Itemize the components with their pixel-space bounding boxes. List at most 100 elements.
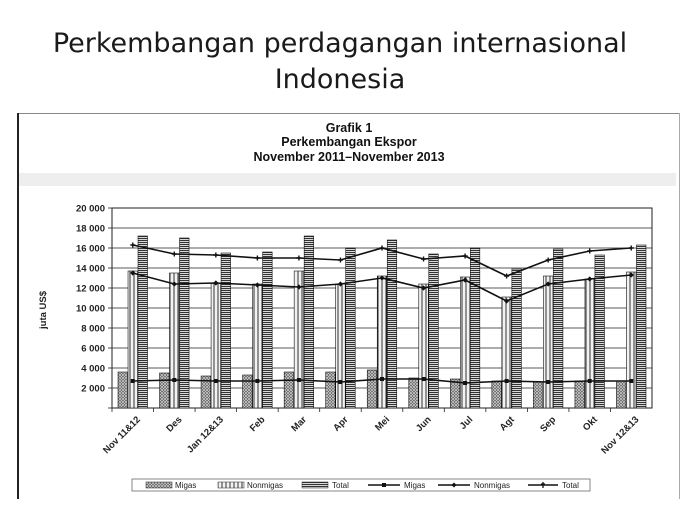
legend-label-total-line: Total: [562, 481, 579, 490]
bar-total-jun: [428, 253, 439, 409]
bar-nonmigas-sep: [543, 275, 554, 409]
point-nonmigas-line-sep: [545, 281, 551, 287]
x-tick-label-okt: Okt: [581, 414, 601, 434]
legend-swatch-migas-bar: [145, 481, 173, 489]
point-total-line-sep: [545, 257, 551, 263]
point-nonmigas-line-jul: [462, 277, 468, 283]
bar-migas-nov-12-13: [616, 380, 627, 409]
point-nonmigas-line-jun: [420, 285, 427, 291]
point-nonmigas-line-mar: [296, 284, 302, 290]
bar-migas-nov-11-12: [117, 371, 128, 409]
x-tick-label-jul: Jul: [458, 414, 475, 431]
chart-title-line-2: Perkembangan Ekspor: [281, 135, 417, 149]
bar-total-agt: [511, 268, 522, 409]
legend-marker-total-line: [541, 482, 545, 488]
point-migas-line-sep: [546, 380, 551, 384]
point-nonmigas-line-agt: [504, 298, 510, 304]
point-migas-line-jan-12-13: [213, 379, 218, 383]
point-total-line-agt: [504, 273, 510, 279]
bar-migas-jan-12-13: [200, 375, 211, 409]
slide-title-line-1: Perkembangan perdagangan internasional: [52, 28, 628, 59]
y-tick-label: 6 000: [81, 344, 105, 355]
bar-nonmigas-jan-12-13: [210, 282, 221, 409]
point-nonmigas-line-apr: [337, 281, 344, 287]
point-total-line-feb: [254, 255, 260, 261]
line-series: [130, 242, 634, 385]
x-tick-label-nov-12-13: Nov 12&13: [599, 414, 641, 456]
point-nonmigas-line-mei: [379, 275, 385, 281]
bar-migas-jun: [408, 377, 419, 409]
legend-label-nonmigas-line: Nonmigas: [474, 481, 510, 490]
x-axis-ticks: Nov 11&12 Des Jan 12&13 Feb Mar Apr Mei Jun Jul A…: [101, 408, 641, 456]
bar-migas-mei: [366, 369, 378, 409]
legend-label-migas-line: Migas: [404, 481, 425, 490]
y-tick-label: 18 000: [76, 224, 105, 235]
point-total-line-jan-12-13: [213, 252, 219, 258]
bar-migas-mar: [283, 371, 294, 409]
bar-migas-agt: [491, 380, 502, 409]
chart-title-line-3: November 2011–November 2013: [253, 150, 444, 164]
point-total-line-jul: [462, 253, 468, 259]
x-tick-label-sep: Sep: [538, 414, 558, 434]
bar-migas-des: [159, 372, 170, 409]
point-migas-line-jun: [421, 377, 426, 381]
point-nonmigas-line-feb: [254, 282, 260, 288]
bar-total-mar: [303, 235, 314, 409]
point-migas-line-apr: [338, 380, 343, 384]
bar-total-nov-12-13: [636, 244, 647, 409]
bar-nonmigas-nov-11-12: [127, 270, 138, 409]
bar-total-feb: [262, 251, 273, 409]
point-nonmigas-line-des: [171, 281, 177, 287]
bar-migas-jul: [450, 378, 461, 409]
bar-nonmigas-mar: [293, 270, 304, 409]
bar-total-nov-11-12: [137, 235, 148, 409]
chart-title: Grafik 1 Perkembangan Ekspor November 20…: [253, 121, 444, 164]
y-tick-label: 10 000: [76, 304, 105, 315]
y-tick-label: 4 000: [81, 364, 105, 375]
bar-total-jul: [470, 247, 481, 409]
point-total-line-mar: [296, 255, 302, 261]
x-tick-label-des: Des: [164, 414, 184, 434]
point-migas-line-agt: [504, 379, 509, 383]
chart-title-line-1: Grafik 1: [326, 121, 373, 135]
x-tick-label-apr: Apr: [331, 414, 351, 434]
point-nonmigas-line-nov-12-13: [628, 272, 634, 278]
bar-total-sep: [553, 248, 564, 409]
point-total-line-apr: [337, 257, 343, 263]
point-total-line-nov-11-12: [130, 242, 136, 248]
point-total-line-okt: [587, 248, 593, 254]
x-tick-label-nov-11-12: Nov 11&12: [101, 414, 143, 456]
x-tick-label-agt: Agt: [498, 414, 518, 434]
x-tick-label-jun: Jun: [414, 414, 434, 434]
bar-total-apr: [345, 247, 356, 409]
bar-nonmigas-jul: [460, 276, 471, 409]
x-tick-label-feb: Feb: [248, 414, 268, 434]
point-nonmigas-line-jan-12-13: [213, 280, 219, 286]
x-tick-label-mar: Mar: [289, 414, 309, 434]
bar-total-mei: [386, 239, 398, 409]
legend-label-nonmigas-bar: Nonmigas: [247, 481, 283, 490]
legend-marker-nonmigas-line: [451, 482, 457, 488]
bar-nonmigas-mei: [376, 275, 388, 409]
bar-nonmigas-okt: [584, 278, 595, 409]
point-nonmigas-line-nov-11-12: [130, 270, 136, 276]
point-migas-line-feb: [255, 379, 260, 383]
point-total-line-jun: [421, 256, 427, 262]
point-migas-line-okt: [587, 379, 592, 383]
legend-swatch-nonmigas-bar: [217, 481, 245, 489]
bar-migas-apr: [325, 371, 336, 409]
slide-title: Perkembangan perdagangan internasional I…: [0, 26, 680, 98]
bar-nonmigas-apr: [335, 283, 346, 409]
point-total-line-nov-12-13: [628, 245, 634, 251]
y-tick-label: 16 000: [76, 244, 105, 255]
chart-header-divider: [19, 173, 676, 186]
bars: [117, 235, 647, 409]
y-tick-label: 8 000: [81, 324, 105, 335]
bar-nonmigas-jun: [418, 283, 429, 409]
legend-box: [131, 478, 591, 492]
point-migas-line-nov-12-13: [629, 379, 634, 383]
point-nonmigas-line-okt: [587, 276, 593, 282]
x-tick-label-jan-12-13: Jan 12&13: [185, 414, 226, 455]
point-migas-line-mei: [380, 377, 384, 381]
